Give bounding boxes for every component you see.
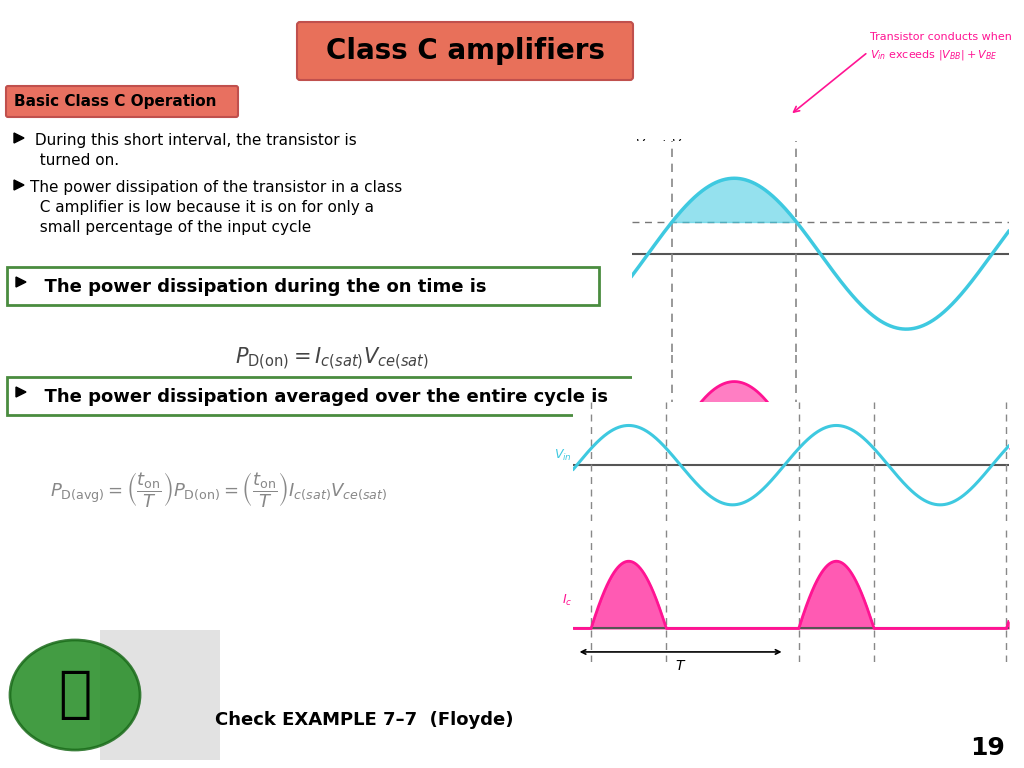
Text: 0: 0 <box>668 185 677 199</box>
Text: $I_c$: $I_c$ <box>561 592 572 607</box>
Polygon shape <box>14 133 24 143</box>
Text: $T$: $T$ <box>675 659 686 673</box>
Text: (b) Input voltage and output current waveforms: (b) Input voltage and output current wav… <box>679 336 962 349</box>
Bar <box>100 630 220 760</box>
FancyBboxPatch shape <box>6 86 238 117</box>
Text: The power dissipation during the on time is: The power dissipation during the on time… <box>32 278 486 296</box>
Text: Class C amplifiers: Class C amplifiers <box>326 37 604 65</box>
Text: $V_{in}$: $V_{in}$ <box>554 448 572 462</box>
Polygon shape <box>16 277 26 287</box>
Text: During this short interval, the transistor is: During this short interval, the transist… <box>30 133 356 148</box>
Polygon shape <box>14 180 24 190</box>
FancyBboxPatch shape <box>7 267 599 305</box>
Text: $V_{in}$ exceeds $|V_{BB}| + V_{BE}$: $V_{in}$ exceeds $|V_{BB}| + V_{BE}$ <box>870 48 997 62</box>
Text: The power dissipation of the transistor in a class: The power dissipation of the transistor … <box>30 180 402 195</box>
Text: 19: 19 <box>970 736 1005 760</box>
Text: C amplifier is low because it is on for only a: C amplifier is low because it is on for … <box>30 200 374 215</box>
Text: 0: 0 <box>660 293 669 307</box>
Text: 0: 0 <box>580 637 588 650</box>
Text: Check EXAMPLE 7–7  (Floyde): Check EXAMPLE 7–7 (Floyde) <box>215 711 513 729</box>
Text: small percentage of the input cycle: small percentage of the input cycle <box>30 220 311 235</box>
Text: $P_{\mathrm{D(on)}} = I_{c(sat)}V_{ce(sat)}$: $P_{\mathrm{D(on)}} = I_{c(sat)}V_{ce(sa… <box>234 345 429 372</box>
Text: $P_{\mathrm{D(avg)}} = \left(\dfrac{t_{\mathrm{on}}}{T}\right)P_{\mathrm{D(on)}}: $P_{\mathrm{D(avg)}} = \left(\dfrac{t_{\… <box>50 470 387 509</box>
Text: $I_c$: $I_c$ <box>635 274 646 290</box>
Text: $V_{in}$: $V_{in}$ <box>635 184 654 200</box>
Text: Transistor conducts when: Transistor conducts when <box>870 32 1012 42</box>
Text: The power dissipation averaged over the entire cycle is: The power dissipation averaged over the … <box>32 388 608 406</box>
Text: 0: 0 <box>580 464 588 476</box>
FancyBboxPatch shape <box>7 377 964 415</box>
Ellipse shape <box>10 640 140 750</box>
Text: 🌍: 🌍 <box>58 668 91 722</box>
Text: $V_{BB}+V_{BE}$: $V_{BB}+V_{BE}$ <box>635 137 693 153</box>
Text: Basic Class C Operation: Basic Class C Operation <box>14 94 216 109</box>
Text: turned on.: turned on. <box>30 153 119 168</box>
FancyBboxPatch shape <box>297 22 633 80</box>
Polygon shape <box>16 387 26 397</box>
